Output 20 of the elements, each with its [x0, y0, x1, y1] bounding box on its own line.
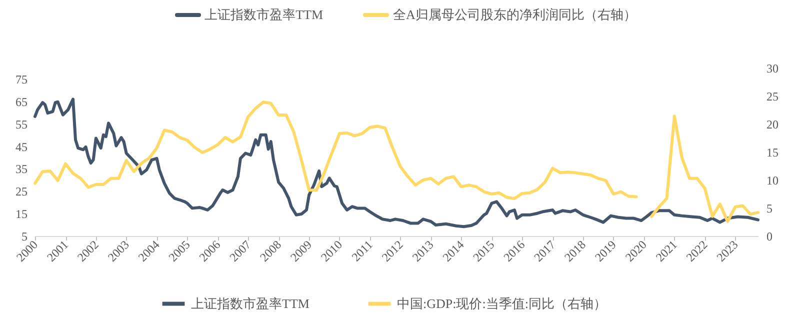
y-tick-label: 35 — [16, 162, 28, 176]
y2-tick-label: 20 — [766, 118, 778, 132]
y2-tick-label: 5 — [766, 202, 772, 216]
y2-tick-label: 30 — [766, 62, 778, 76]
y-tick-label: 15 — [16, 207, 28, 222]
legend-label: 上证指数市盈率TTM — [191, 296, 310, 311]
y2-tick-label: 25 — [766, 90, 778, 104]
y-tick-label: 75 — [16, 72, 28, 86]
legend-label: 全A归属母公司股东的净利润同比（右轴） — [393, 6, 636, 24]
y-tick-label: 55 — [16, 117, 28, 132]
y-tick-label: 65 — [16, 94, 28, 109]
y2-tick-label: 10 — [766, 174, 778, 188]
y-tick-label: 25 — [16, 184, 28, 199]
text: 上证指数市盈率TTM — [204, 7, 324, 22]
y2-tick-label: 0 — [766, 230, 772, 244]
y-tick-label: 45 — [16, 140, 28, 154]
x-tick-label: 2011 — [348, 238, 376, 264]
y2-tick-label: 15 — [766, 146, 778, 160]
y-tick-label: 5 — [22, 230, 28, 244]
legend-label: 中国:GDP:现价:当季值:同比（右轴） — [397, 296, 606, 311]
